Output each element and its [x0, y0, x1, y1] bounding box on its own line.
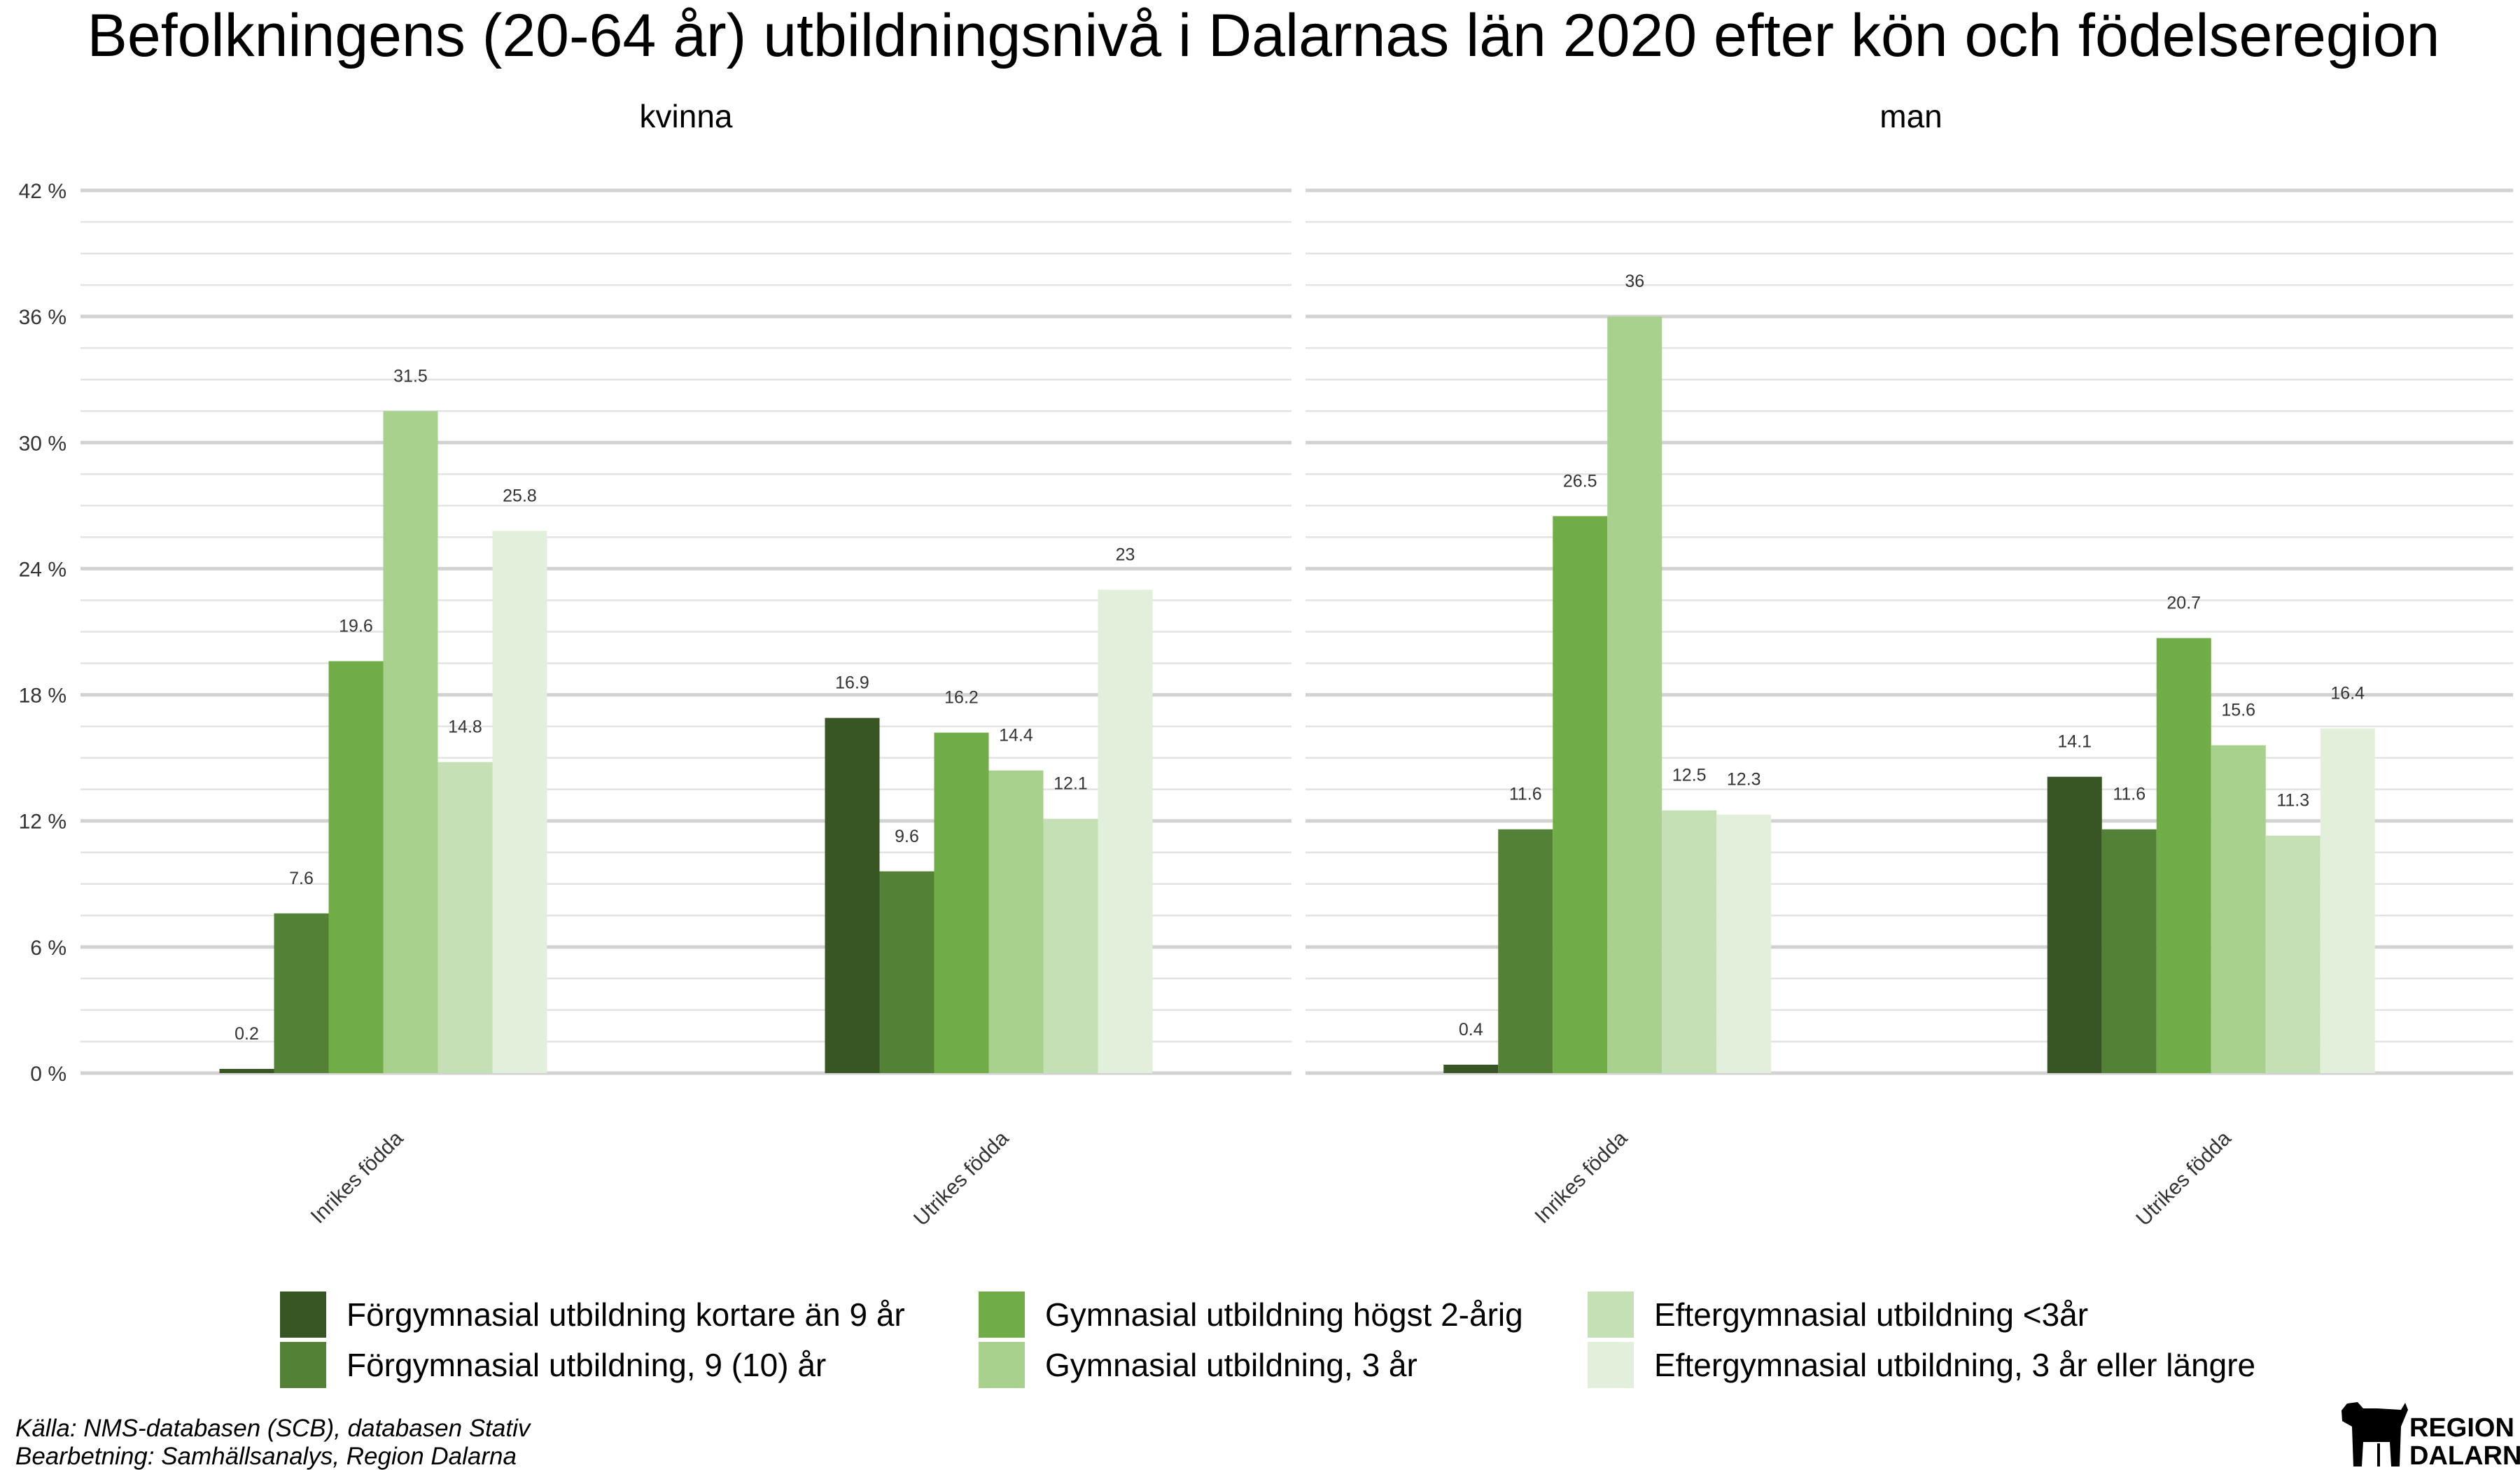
- y-tick-label: 0 %: [30, 1063, 66, 1086]
- x-tick-label: Utrikes födda: [909, 1126, 1014, 1231]
- data-label: 11.6: [1509, 785, 1542, 804]
- data-label: 16.9: [835, 673, 869, 693]
- y-tick-label: 30 %: [19, 432, 66, 455]
- bar: [879, 871, 934, 1073]
- data-label: 11.3: [2276, 791, 2309, 811]
- bar: [274, 913, 329, 1073]
- bar: [1443, 1064, 1499, 1073]
- facet-label-man: man: [1879, 98, 1942, 134]
- x-tick-label: Inrikes födda: [307, 1126, 408, 1228]
- data-label: 14.8: [448, 718, 482, 737]
- bar: [328, 661, 384, 1073]
- caption-source: Källa: NMS-databasen (SCB), databasen St…: [15, 1415, 532, 1442]
- legend-item: Förgymnasial utbildning kortare än 9 år: [280, 1292, 905, 1338]
- bar: [988, 770, 1044, 1073]
- bars: [219, 316, 2375, 1074]
- bar: [438, 762, 493, 1073]
- legend-label: Gymnasial utbildning, 3 år: [1045, 1347, 1418, 1383]
- legend-swatch: [280, 1292, 326, 1338]
- legend-swatch: [1588, 1292, 1634, 1338]
- data-label: 19.6: [339, 617, 373, 636]
- logo-text-dalarna: DALARNA: [2409, 1441, 2520, 1470]
- data-label: 23: [1116, 545, 1135, 564]
- data-label: 9.6: [895, 827, 919, 846]
- y-tick-label: 24 %: [19, 558, 66, 581]
- x-axis-ticks: Inrikes födda Utrikes födda Inrikes födda U…: [307, 1126, 2236, 1231]
- logo-text-region: REGION: [2409, 1413, 2514, 1443]
- bar: [219, 1068, 274, 1073]
- bar: [2211, 745, 2266, 1073]
- data-label: 15.6: [2221, 701, 2255, 720]
- facet-label-kvinna: kvinna: [640, 98, 733, 134]
- data-label: 14.4: [999, 726, 1033, 746]
- y-axis-ticks: 0 % 6 % 12 % 18 % 24 % 30 % 36 % 42 %: [19, 180, 66, 1086]
- bar: [825, 718, 880, 1073]
- y-tick-label: 12 %: [19, 811, 66, 834]
- x-tick-label: Utrikes födda: [2132, 1126, 2236, 1231]
- bar: [1098, 589, 1153, 1073]
- bar: [1662, 810, 1717, 1073]
- data-label: 20.7: [2166, 594, 2201, 613]
- chart-title: Befolkningens (20-64 år) utbildningsnivå…: [88, 2, 2440, 69]
- legend: Förgymnasial utbildning kortare än 9 år F…: [280, 1292, 2255, 1388]
- data-label: 7.6: [289, 869, 314, 888]
- y-tick-label: 42 %: [19, 180, 66, 203]
- bar: [383, 411, 438, 1073]
- data-label: 16.4: [2330, 684, 2365, 704]
- bar: [2320, 728, 2375, 1073]
- bar: [492, 531, 547, 1073]
- legend-label: Förgymnasial utbildning kortare än 9 år: [346, 1296, 905, 1333]
- data-label: 36: [1625, 272, 1644, 291]
- y-tick-label: 36 %: [19, 306, 66, 329]
- caption-processing: Bearbetning: Samhällsanalys, Region Dala…: [15, 1443, 517, 1470]
- legend-label: Eftergymnasial utbildning <3år: [1654, 1296, 2088, 1333]
- legend-item: Förgymnasial utbildning, 9 (10) år: [280, 1342, 826, 1388]
- bar: [2101, 829, 2157, 1073]
- data-label: 16.2: [944, 688, 979, 708]
- legend-swatch: [979, 1292, 1025, 1338]
- data-label: 11.6: [2113, 785, 2146, 804]
- dala-horse-icon: [2342, 1402, 2408, 1466]
- bar: [2156, 638, 2211, 1073]
- x-tick-label: Inrikes födda: [1530, 1126, 1632, 1228]
- bar: [2047, 776, 2102, 1073]
- legend-swatch: [979, 1342, 1025, 1388]
- legend-swatch: [280, 1342, 326, 1388]
- bar: [1043, 818, 1098, 1073]
- legend-item: Gymnasial utbildning högst 2-årig: [979, 1292, 1523, 1338]
- legend-label: Eftergymnasial utbildning, 3 år eller lä…: [1654, 1347, 2255, 1383]
- bar: [934, 732, 989, 1073]
- legend-item: Eftergymnasial utbildning <3år: [1588, 1292, 2088, 1338]
- data-label: 0.4: [1459, 1020, 1483, 1040]
- y-tick-label: 6 %: [30, 937, 66, 960]
- bar: [1553, 516, 1608, 1073]
- bar: [1498, 829, 1553, 1073]
- legend-item: Eftergymnasial utbildning, 3 år eller lä…: [1588, 1342, 2255, 1388]
- legend-item: Gymnasial utbildning, 3 år: [979, 1342, 1418, 1388]
- legend-label: Förgymnasial utbildning, 9 (10) år: [346, 1347, 826, 1383]
- data-labels: 0.2 7.6 19.6 31.5 14.8 25.8 16.9 9.6 16.2 14.4 12.…: [234, 272, 2365, 1044]
- y-tick-label: 18 %: [19, 685, 66, 708]
- data-label: 12.5: [1672, 766, 1707, 785]
- legend-swatch: [1588, 1342, 1634, 1388]
- bar: [1716, 814, 1772, 1073]
- logo: REGION DALARNA: [2342, 1402, 2520, 1470]
- data-label: 14.1: [2057, 732, 2092, 752]
- data-label: 12.1: [1054, 774, 1088, 794]
- data-label: 12.3: [1727, 770, 1761, 790]
- data-label: 26.5: [1563, 471, 1597, 491]
- data-label: 0.2: [234, 1024, 259, 1044]
- bar: [1607, 316, 1662, 1074]
- bar: [2265, 835, 2320, 1073]
- data-label: 25.8: [503, 486, 537, 505]
- data-label: 31.5: [393, 366, 428, 386]
- legend-label: Gymnasial utbildning högst 2-årig: [1045, 1296, 1523, 1333]
